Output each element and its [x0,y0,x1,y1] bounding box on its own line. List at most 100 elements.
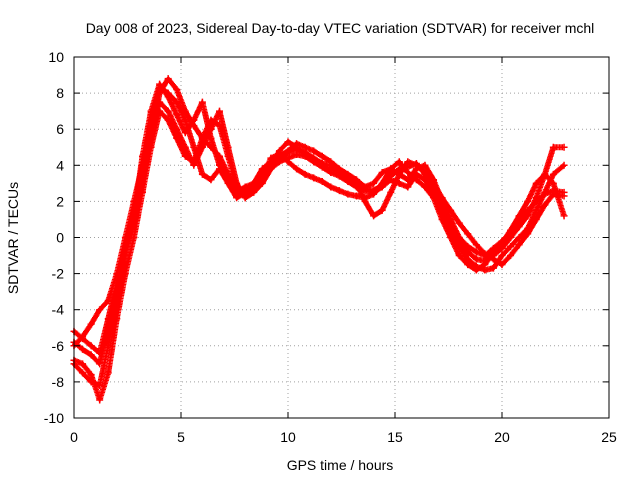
data-point [541,188,549,196]
data-point [267,159,275,167]
x-tick-label: 25 [601,429,617,445]
data-point [327,161,335,169]
data-point [541,201,549,209]
data-point [498,261,506,269]
data-point [370,212,378,220]
data-point [224,176,232,184]
data-point [164,107,172,115]
data-point [361,185,369,193]
data-point [156,98,164,106]
data-point [156,107,164,115]
data-point [370,187,378,195]
data-point [138,152,146,160]
data-point [395,158,403,166]
data-point [293,165,301,173]
data-point [352,179,360,187]
data-point [301,170,309,178]
y-tick-label: -10 [44,410,64,426]
data-point [404,183,412,191]
data-point [310,174,318,182]
data-point [344,172,352,180]
data-point [438,215,446,223]
data-point [164,93,172,101]
x-tick-label: 0 [70,429,78,445]
data-point [79,360,87,368]
y-tick-label: 0 [56,230,64,246]
data-point [335,187,343,195]
data-point [421,183,429,191]
data-point [395,165,403,173]
tick-labels: 0 5 10 15 20 25 -10 -8 -6 -4 -2 0 2 4 6 8 10 [44,49,617,445]
data-point [515,212,523,220]
data-point [79,333,87,341]
data-point [421,170,429,178]
data-point [181,116,189,124]
data-point [96,360,104,368]
data-point [515,241,523,249]
data-point [481,257,489,265]
data-point [87,351,95,359]
data-point [96,306,104,314]
data-point [233,188,241,196]
data-point [207,134,215,142]
data-point [447,206,455,214]
data-point [412,159,420,167]
data-point [387,188,395,196]
data-point [318,159,326,167]
data-point [524,197,532,205]
data-point [335,167,343,175]
data-point [524,212,532,220]
data-point [515,234,523,241]
data-point [464,230,472,238]
data-point [207,176,215,184]
data-point [472,266,480,274]
data-point [104,297,112,305]
x-tick-label: 20 [494,429,510,445]
data-point [532,179,540,187]
data-point [113,288,121,296]
data-point [284,149,292,157]
data-point [216,161,224,169]
data-point [130,212,138,220]
data-point [173,134,181,142]
data-point [455,219,463,227]
data-point [293,145,301,153]
data-point [198,134,206,142]
data-point [430,183,438,191]
data-point [464,261,472,269]
data-point [370,179,378,187]
data-point [96,396,104,404]
data-point [404,163,412,171]
data-point [79,369,87,377]
data-point [344,190,352,198]
data-point [284,158,292,166]
data-point [173,125,181,133]
y-tick-label: -2 [52,266,65,282]
data-point [190,158,198,166]
data-point [560,192,568,200]
data-point [216,107,224,115]
y-tick-label: -8 [52,374,65,390]
x-tick-label: 5 [177,429,185,445]
data-point [87,320,95,328]
data-point [241,194,249,202]
data-point [507,243,515,251]
data-point [378,181,386,189]
data-point [113,315,121,323]
data-point [104,369,112,377]
data-point [549,143,557,151]
data-point [472,255,480,263]
data-point [515,223,523,231]
data-point [498,244,506,252]
data-point [532,194,540,202]
data-point [438,201,446,209]
data-point [181,152,189,160]
y-tick-label: 8 [56,85,64,101]
data-point [447,234,455,241]
data-point [378,206,386,214]
data-point [549,179,557,187]
data-point [190,143,198,151]
data-point [173,98,181,106]
data-point [421,161,429,169]
grid-lines [74,57,609,418]
